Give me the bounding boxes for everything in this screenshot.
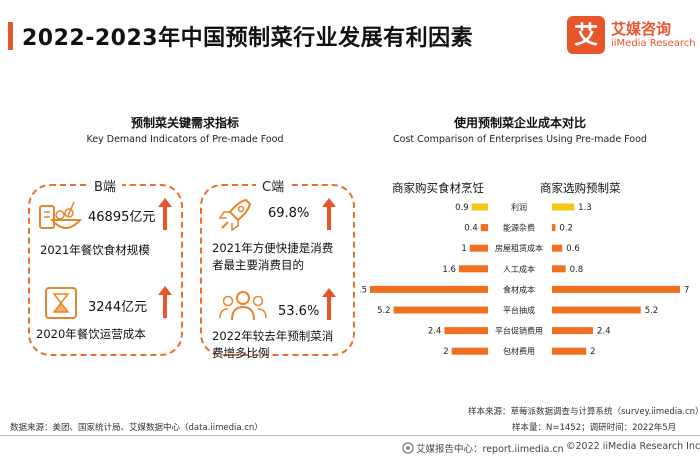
arrow-up-icon: [322, 288, 336, 320]
category-label-0: 利润: [511, 202, 527, 212]
page-title: 2022-2023年中国预制菜行业发展有利因素: [22, 26, 474, 51]
bar-left-6: [444, 327, 488, 335]
people-group-icon: [219, 291, 267, 321]
category-label-2: 房屋租赁成本: [495, 243, 543, 253]
sample-info: 样本量：N=1452；调研时间：2022年5月: [512, 423, 677, 433]
bar-right-label-5: 5.2: [645, 306, 659, 316]
logo-mark: 艾: [567, 16, 605, 54]
category-label-6: 平台促销费用: [495, 326, 543, 336]
bar-left-0: [471, 203, 488, 211]
arrow-up-icon: [322, 198, 336, 230]
bar-right-4: [552, 285, 680, 293]
bar-left-1: [480, 224, 488, 232]
b-food-scale-desc: 2021年餐饮食材规模: [40, 243, 150, 257]
left-series-header: 商家购买食材烹饪: [392, 181, 484, 195]
bar-right-label-4: 7.5: [684, 285, 690, 295]
bar-right-0: [552, 203, 575, 211]
bar-right-label-6: 2.4: [597, 327, 611, 337]
brand-logo: 艾 艾媒咨询 iiMedia Research: [567, 16, 697, 56]
c-increase-desc: 2022年较去年预制菜消费增多比例: [212, 329, 334, 360]
bar-left-label-1: 0.4: [464, 224, 478, 234]
footer-divider: [0, 435, 700, 436]
category-label-1: 能源杂费: [503, 223, 535, 233]
rocket-icon: [218, 198, 252, 232]
bar-right-label-3: 0.8: [570, 265, 584, 275]
bar-right-6: [552, 327, 593, 335]
bar-left-label-4: 6.5: [360, 285, 367, 295]
category-label-5: 平台抽成: [503, 305, 535, 315]
b-side-label: B端: [88, 176, 122, 195]
bar-right-label-0: 1.3: [578, 203, 592, 213]
hourglass-icon: [45, 287, 77, 319]
bar-left-5: [393, 306, 488, 314]
bar-left-label-0: 0.9: [455, 203, 469, 213]
report-center-icon: [402, 442, 414, 454]
bar-right-5: [552, 306, 641, 314]
right-panel-title: 使用预制菜企业成本对比: [453, 116, 586, 130]
left-panel-title: 预制菜关键需求指标: [130, 116, 239, 130]
bar-left-label-6: 2.4: [428, 327, 442, 337]
bar-left-4: [370, 285, 488, 293]
logo-text-en: iiMedia Research: [611, 38, 696, 49]
sample-source: 样本来源：草莓派数据调查与计算系统（survey.iimedia.cn）: [468, 407, 700, 417]
bar-left-label-7: 2: [443, 347, 448, 357]
bar-left-2: [469, 244, 488, 252]
c-convenience-value: 69.8%: [268, 206, 310, 221]
report-center-link[interactable]: 艾媒报告中心：report.iimedia.cn: [416, 444, 564, 455]
bar-right-7: [552, 347, 587, 355]
category-label-4: 食材成本: [503, 284, 535, 294]
left-panel-subtitle: Key Demand Indicators of Pre-made Food: [86, 134, 284, 145]
c-side-label: C端: [256, 176, 291, 195]
arrow-up-icon: [158, 198, 172, 230]
bar-left-7: [451, 347, 488, 355]
food-bowl-icon: [39, 201, 82, 229]
bar-left-3: [458, 265, 488, 273]
copyright: ©2022 iiMedia Research Inc: [566, 441, 700, 452]
bar-left-label-5: 5.2: [377, 306, 391, 316]
category-label-3: 人工成本: [503, 264, 535, 274]
title-accent-bar: [8, 22, 13, 50]
c-increase-value: 53.6%: [278, 304, 320, 319]
b-op-cost-value: 3244亿元: [88, 300, 148, 315]
category-label-7: 包材费用: [503, 346, 535, 356]
bar-right-2: [552, 244, 563, 252]
logo-text-cn: 艾媒咨询: [611, 20, 672, 38]
c-convenience-desc: 2021年方便快捷是消费者最主要消费目的: [212, 241, 334, 272]
data-source: 数据来源：美团、国家统计局、艾媒数据中心（data.iimedia.cn）: [10, 423, 263, 433]
bar-right-label-1: 0.2: [559, 224, 573, 234]
right-series-header: 商家选购预制菜: [540, 181, 621, 195]
bar-right-3: [552, 265, 566, 273]
cost-comparison-chart: 0.9 利润 1.3 0.4 能源杂费 0.2 1 房屋租赁成本 0.6 1.6 人工成本 0.8 6.…: [360, 202, 690, 357]
bar-left-label-2: 1: [461, 244, 466, 254]
bar-right-label-7: 2: [590, 347, 595, 357]
b-op-cost-desc: 2020年餐饮运营成本: [36, 327, 146, 341]
b-food-scale-value: 46895亿元: [88, 210, 156, 225]
bar-left-label-3: 1.6: [442, 265, 456, 275]
bar-right-1: [552, 224, 556, 232]
arrow-up-icon: [158, 286, 172, 318]
right-panel-subtitle: Cost Comparison of Enterprises Using Pre…: [393, 134, 647, 145]
bar-right-label-2: 0.6: [566, 244, 580, 254]
